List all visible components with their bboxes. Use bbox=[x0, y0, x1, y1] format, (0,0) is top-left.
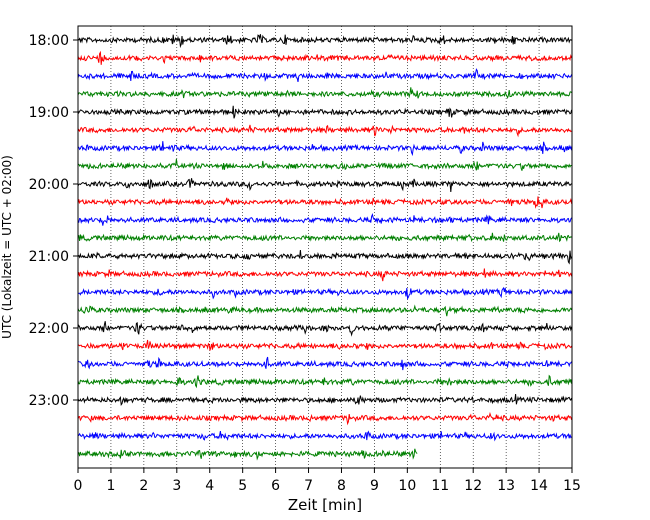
seismic-trace bbox=[77, 321, 573, 337]
seismic-trace bbox=[77, 124, 572, 138]
seismic-trace bbox=[77, 339, 573, 351]
seismic-traces bbox=[77, 34, 573, 461]
seismic-trace bbox=[77, 50, 573, 65]
x-tick-label: 15 bbox=[563, 478, 581, 494]
seismic-trace bbox=[77, 250, 573, 265]
seismic-trace bbox=[77, 178, 572, 193]
seismic-trace bbox=[77, 374, 573, 389]
x-tick-label: 5 bbox=[238, 478, 247, 494]
y-tick-label: 20:00 bbox=[29, 177, 69, 193]
x-tick-label: 12 bbox=[464, 478, 482, 494]
seismic-trace bbox=[77, 87, 572, 100]
seismic-trace bbox=[77, 196, 573, 209]
x-axis-label: Zeit [min] bbox=[288, 496, 362, 514]
seismic-trace bbox=[77, 105, 573, 119]
seismic-trace bbox=[77, 411, 573, 426]
x-axis-ticks: 0 1 2 3 4 5 6 7 8 9 10 11 12 13 14 15 bbox=[74, 468, 581, 494]
seismic-trace bbox=[77, 232, 572, 243]
y-tick-label: 22:00 bbox=[29, 321, 69, 337]
x-tick-label: 4 bbox=[205, 478, 214, 494]
x-tick-label: 13 bbox=[497, 478, 515, 494]
seismic-trace bbox=[77, 448, 418, 461]
x-tick-label: 9 bbox=[370, 478, 379, 494]
x-tick-label: 0 bbox=[74, 478, 83, 494]
y-tick-label: 19:00 bbox=[29, 105, 69, 121]
x-tick-label: 3 bbox=[172, 478, 181, 494]
y-tick-label: 23:00 bbox=[29, 393, 69, 409]
y-axis-label: UTC (Lokalzeit = UTC + 02:00) bbox=[0, 155, 14, 339]
seismic-trace bbox=[77, 304, 573, 317]
seismic-trace bbox=[77, 356, 573, 371]
seismic-trace bbox=[77, 268, 573, 282]
x-tick-label: 2 bbox=[139, 478, 148, 494]
x-tick-label: 11 bbox=[431, 478, 449, 494]
x-tick-label: 1 bbox=[106, 478, 115, 494]
x-tick-label: 8 bbox=[337, 478, 346, 494]
seismic-trace bbox=[77, 158, 572, 171]
seismic-trace bbox=[77, 213, 573, 226]
y-tick-label: 21:00 bbox=[29, 249, 69, 265]
seismic-trace bbox=[78, 141, 573, 157]
plot-frame bbox=[77, 25, 573, 469]
seismic-trace bbox=[77, 34, 572, 49]
x-tick-label: 10 bbox=[398, 478, 416, 494]
y-axis-ticks: 18:00 19:00 20:00 21:00 22:00 23:00 bbox=[29, 33, 78, 409]
seismic-trace bbox=[77, 286, 573, 301]
x-tick-label: 6 bbox=[271, 478, 280, 494]
seismic-trace bbox=[77, 394, 573, 406]
y-tick-label: 18:00 bbox=[29, 33, 69, 49]
seismic-trace bbox=[77, 68, 573, 83]
x-tick-label: 7 bbox=[304, 478, 313, 494]
x-tick-label: 14 bbox=[530, 478, 548, 494]
seismic-trace bbox=[77, 430, 572, 442]
